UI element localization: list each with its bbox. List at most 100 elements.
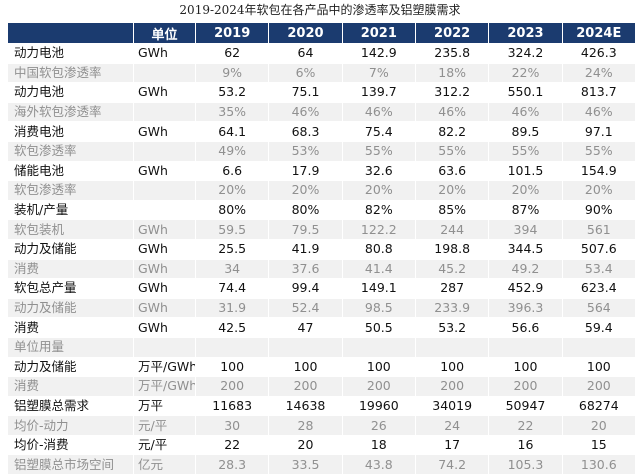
value-cell: 14638 xyxy=(268,395,343,417)
value-cell: 64.1 xyxy=(194,121,270,142)
value-cell: 233.9 xyxy=(414,297,490,319)
value-cell: 564 xyxy=(561,297,636,319)
value-cell: 324.2 xyxy=(488,43,563,64)
value-cell: 200 xyxy=(488,376,563,397)
row-unit: 万平/GWh xyxy=(133,356,196,378)
table-row: 软包渗透率 20% 20% 20% 20% 20% 20% xyxy=(7,180,636,201)
row-label: 软包渗透率 xyxy=(7,180,134,201)
row-label: 消费 xyxy=(7,258,134,280)
value-cell: 46% xyxy=(561,101,636,123)
row-label: 海外软包渗透率 xyxy=(7,101,134,123)
value-cell: 507.6 xyxy=(561,238,636,260)
value-cell: 16 xyxy=(488,434,563,456)
row-unit: GWh xyxy=(133,258,196,280)
value-cell: 41.9 xyxy=(268,238,343,260)
value-cell: 45.2 xyxy=(414,258,490,280)
row-unit xyxy=(133,336,196,358)
value-cell: 53.4 xyxy=(561,258,636,280)
value-cell: 28.3 xyxy=(194,454,270,475)
table-row: 海外软包渗透率 35% 46% 46% 46% 46% 46% xyxy=(7,101,636,123)
row-label: 均价-消费 xyxy=(7,434,134,456)
value-cell: 46% xyxy=(488,101,563,123)
row-label: 储能电池 xyxy=(7,160,134,182)
row-unit xyxy=(133,199,196,221)
value-cell: 50947 xyxy=(488,395,563,417)
value-cell: 55% xyxy=(561,140,636,162)
value-cell: 22 xyxy=(488,415,563,436)
value-cell: 46% xyxy=(268,101,343,123)
value-cell: 24 xyxy=(414,415,490,436)
value-cell: 90% xyxy=(561,199,636,221)
value-cell: 6% xyxy=(268,62,343,84)
data-table: 单位 2019 2020 2021 2022 2023 2024E 动力电池 GW… xyxy=(7,22,636,475)
value-cell: 62 xyxy=(194,43,270,64)
row-unit: GWh xyxy=(133,317,196,338)
row-label: 消费电池 xyxy=(7,121,134,142)
header-cell-year: 2020 xyxy=(268,22,343,44)
row-unit: 万平/GWh xyxy=(133,376,196,397)
table-row: 动力电池 GWh 62 64 142.9 235.8 324.2 426.3 xyxy=(7,43,636,64)
value-cell: 59.5 xyxy=(194,219,270,240)
row-unit xyxy=(133,180,196,201)
row-label: 消费 xyxy=(7,317,134,338)
row-label: 软包渗透率 xyxy=(7,140,134,162)
table-row: 消费 万平/GWh 200 200 200 200 200 200 xyxy=(7,376,636,397)
value-cell: 34019 xyxy=(414,395,490,417)
value-cell: 41.4 xyxy=(341,258,416,280)
value-cell: 53% xyxy=(268,140,343,162)
value-cell: 80% xyxy=(194,199,270,221)
row-label: 软包装机 xyxy=(7,219,134,240)
row-label: 消费 xyxy=(7,376,134,397)
value-cell: 200 xyxy=(414,376,490,397)
row-label: 均价-动力 xyxy=(7,415,134,436)
value-cell: 101.5 xyxy=(488,160,563,182)
value-cell: 35% xyxy=(194,101,270,123)
value-cell: 100 xyxy=(341,356,416,378)
table-row: 储能电池 GWh 6.6 17.9 32.6 63.6 101.5 154.9 xyxy=(7,160,636,182)
value-cell: 85% xyxy=(414,199,490,221)
row-label: 单位用量 xyxy=(7,336,134,358)
value-cell: 75.4 xyxy=(341,121,416,142)
value-cell: 52.4 xyxy=(268,297,343,319)
value-cell: 11683 xyxy=(194,395,270,417)
value-cell: 20% xyxy=(194,180,270,201)
row-unit xyxy=(133,101,196,123)
row-unit: GWh xyxy=(133,219,196,240)
value-cell: 6.6 xyxy=(194,160,270,182)
value-cell: 20 xyxy=(268,434,343,456)
table-row: 动力及储能 GWh 25.5 41.9 80.8 198.8 344.5 507.6 xyxy=(7,238,636,260)
value-cell: 100 xyxy=(268,356,343,378)
value-cell: 42.5 xyxy=(194,317,270,338)
table-row: 消费 GWh 34 37.6 41.4 45.2 49.2 53.4 xyxy=(7,258,636,280)
header-row: 单位 2019 2020 2021 2022 2023 2024E xyxy=(7,22,636,44)
value-cell: 28 xyxy=(268,415,343,436)
row-unit: GWh xyxy=(133,278,196,299)
value-cell: 18% xyxy=(414,62,490,84)
row-unit: GWh xyxy=(133,297,196,319)
value-cell: 17.9 xyxy=(268,160,343,182)
value-cell: 198.8 xyxy=(414,238,490,260)
table-row: 消费电池 GWh 64.1 68.3 75.4 82.2 89.5 97.1 xyxy=(7,121,636,142)
header-cell-unit: 单位 xyxy=(133,22,196,44)
table-row: 均价-动力 元/平 30 28 26 24 22 20 xyxy=(7,415,636,436)
value-cell: 30 xyxy=(194,415,270,436)
value-cell: 100 xyxy=(488,356,563,378)
row-unit xyxy=(133,62,196,84)
value-cell: 15 xyxy=(561,434,636,456)
row-unit: 元/平 xyxy=(133,434,196,456)
value-cell: 24% xyxy=(561,62,636,84)
value-cell: 149.1 xyxy=(341,278,416,299)
table-row: 动力及储能 万平/GWh 100 100 100 100 100 100 xyxy=(7,356,636,378)
value-cell: 244 xyxy=(414,219,490,240)
table-row: 均价-消费 元/平 22 20 18 17 16 15 xyxy=(7,434,636,456)
value-cell: 20% xyxy=(341,180,416,201)
value-cell: 75.1 xyxy=(268,82,343,103)
header-cell-item xyxy=(7,22,134,44)
value-cell: 200 xyxy=(341,376,416,397)
table-row: 动力电池 GWh 53.2 75.1 139.7 312.2 550.1 813.7 xyxy=(7,82,636,103)
value-cell: 56.6 xyxy=(488,317,563,338)
row-label: 动力电池 xyxy=(7,43,134,64)
value-cell: 17 xyxy=(414,434,490,456)
row-label: 软包总产量 xyxy=(7,278,134,299)
value-cell: 623.4 xyxy=(561,278,636,299)
